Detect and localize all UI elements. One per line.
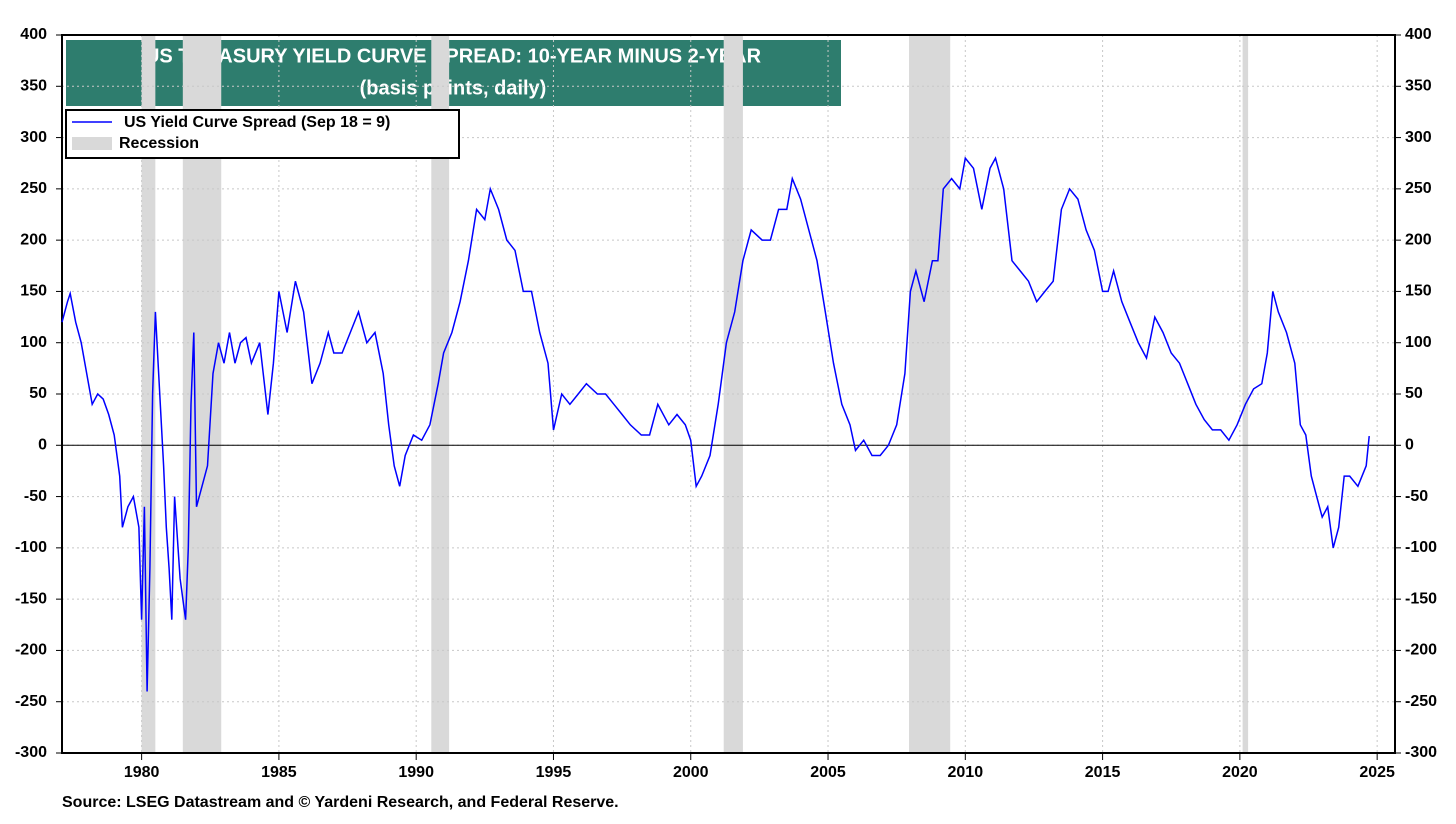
y-tick-label: -200: [15, 642, 47, 659]
y-tick-label: 300: [20, 129, 47, 146]
y-tick-label: 250: [20, 180, 47, 197]
y-tick-label: 50: [29, 385, 47, 402]
x-tick-label: 1980: [124, 764, 160, 781]
y-tick-label: -300: [15, 744, 47, 761]
chart-title: US TREASURY YIELD CURVE SPREAD: 10-YEAR …: [145, 45, 762, 67]
y2-tick-label: 400: [1405, 26, 1432, 43]
source-note: Source: LSEG Datastream and © Yardeni Re…: [62, 794, 619, 811]
y2-tick-label: 100: [1405, 334, 1432, 351]
y2-tick-label: 250: [1405, 180, 1432, 197]
y2-tick-label: 350: [1405, 78, 1432, 95]
y2-tick-label: 200: [1405, 231, 1432, 248]
y-tick-label: 200: [20, 231, 47, 248]
x-tick-label: 2020: [1222, 764, 1258, 781]
y2-tick-label: -200: [1405, 642, 1437, 659]
y-tick-label: 400: [20, 26, 47, 43]
y-tick-label: -150: [15, 590, 47, 607]
spread-line: [61, 156, 1370, 692]
plot-frame: [61, 34, 1396, 754]
x-tick-label: 1990: [398, 764, 434, 781]
x-tick-label: 2005: [810, 764, 846, 781]
x-tick-label: 1985: [261, 764, 297, 781]
y2-tick-label: 0: [1405, 437, 1414, 454]
x-tick-label: 2000: [673, 764, 709, 781]
legend-swatch: [72, 137, 112, 150]
legend-label: US Yield Curve Spread (Sep 18 = 9): [124, 114, 390, 131]
y2-tick-label: -50: [1405, 488, 1428, 505]
y-tick-label: -250: [15, 693, 47, 710]
y2-tick-label: 300: [1405, 129, 1432, 146]
x-tick-label: 2010: [948, 764, 984, 781]
y2-tick-label: -250: [1405, 693, 1437, 710]
recession-band: [909, 35, 951, 753]
legend-label: Recession: [119, 135, 199, 152]
x-tick-label: 2015: [1085, 764, 1121, 781]
y-tick-label: 0: [38, 437, 47, 454]
recession-band: [431, 35, 450, 753]
y2-tick-label: 50: [1405, 385, 1423, 402]
chart-subtitle: (basis points, daily): [360, 77, 547, 99]
legend-box: [65, 109, 460, 159]
recession-band: [1242, 35, 1249, 753]
y-tick-label: -100: [15, 539, 47, 556]
x-tick-label: 2025: [1359, 764, 1395, 781]
y-tick-label: 150: [20, 283, 47, 300]
y2-tick-label: -100: [1405, 539, 1437, 556]
y2-tick-label: 150: [1405, 283, 1432, 300]
y-tick-label: 100: [20, 334, 47, 351]
y2-tick-label: -300: [1405, 744, 1437, 761]
x-tick-label: 1995: [536, 764, 572, 781]
y2-tick-label: -150: [1405, 590, 1437, 607]
y-tick-label: 350: [20, 78, 47, 95]
y-tick-label: -50: [24, 488, 47, 505]
